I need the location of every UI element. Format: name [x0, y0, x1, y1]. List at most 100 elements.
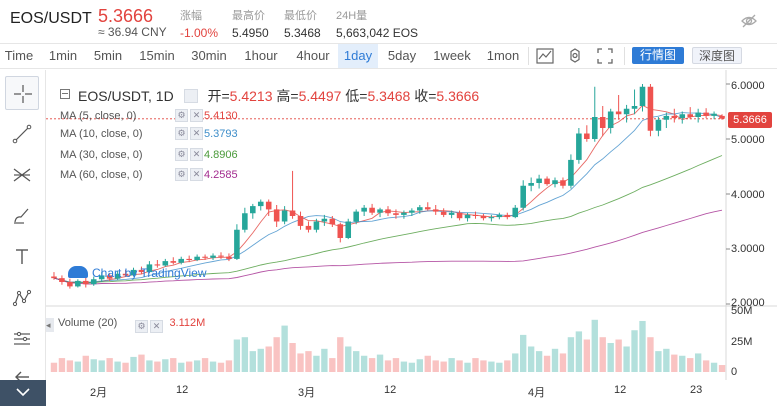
- tf-1day[interactable]: 1day: [338, 44, 378, 68]
- trend-line-tool[interactable]: [5, 117, 39, 151]
- pattern-icon: [12, 289, 32, 307]
- gear-icon[interactable]: ⚙: [175, 109, 188, 122]
- vol-axis-label: 25M: [731, 336, 753, 348]
- crosshair-tool[interactable]: [5, 76, 39, 110]
- volume-bar: [607, 343, 614, 372]
- tf-1hour[interactable]: 1hour: [244, 48, 278, 63]
- candle-body: [305, 225, 312, 230]
- crosshair-icon: [14, 85, 32, 103]
- ma60-legend: MA (60, close, 0) ⚙ ✕ 4.2585: [60, 168, 238, 181]
- collapse-legend-icon[interactable]: [60, 89, 70, 99]
- settings-gear-icon[interactable]: [565, 47, 585, 65]
- candle-body: [663, 115, 670, 120]
- candle-body: [122, 273, 129, 276]
- volume-bar: [384, 360, 392, 372]
- stat-value: 5.4950: [232, 26, 269, 40]
- tf-30min[interactable]: 30min: [191, 48, 227, 63]
- fib-tool[interactable]: [5, 158, 39, 192]
- ma-controls[interactable]: ⚙ ✕: [175, 168, 205, 181]
- tf-1mon[interactable]: 1mon: [486, 48, 520, 63]
- volume-bar: [694, 353, 702, 372]
- candle-body: [345, 221, 352, 238]
- tf-1min[interactable]: 1min: [48, 48, 78, 63]
- close-icon[interactable]: ✕: [190, 148, 203, 161]
- candle-body: [623, 108, 630, 115]
- toolbar-collapse-button[interactable]: [0, 380, 46, 406]
- pair-name: EOS/USDT: [10, 10, 92, 27]
- candle-body: [631, 106, 638, 109]
- fullscreen-icon[interactable]: [595, 47, 615, 65]
- volume-pane-toggle[interactable]: ◂: [46, 318, 54, 332]
- volume-bar: [209, 361, 217, 372]
- candle-body: [711, 113, 717, 116]
- tf-5day[interactable]: 5day: [387, 48, 417, 63]
- volume-bar: [178, 362, 185, 372]
- gear-icon[interactable]: ⚙: [135, 320, 148, 333]
- volume-bar: [615, 339, 622, 372]
- x-axis-label: 12: [384, 384, 397, 396]
- close-icon[interactable]: ✕: [190, 109, 203, 122]
- ma-controls[interactable]: ⚙ ✕: [175, 127, 205, 140]
- ma10-line: [53, 112, 723, 283]
- volume-bar: [416, 359, 423, 372]
- volume-bar: [98, 360, 105, 372]
- ticker-header: EOS/USDT 5.3666 ≈ 36.94 CNY 涨幅 -1.00% 最高…: [0, 0, 777, 42]
- ma-controls[interactable]: ⚙ ✕: [175, 109, 205, 122]
- volume-controls[interactable]: ⚙ ✕: [135, 316, 165, 334]
- tradingview-watermark[interactable]: Chart by TradingView: [68, 266, 207, 280]
- tf-1week[interactable]: 1week: [433, 48, 471, 63]
- chevron-down-icon: [16, 388, 30, 397]
- candle-body: [138, 269, 145, 273]
- stat-low: 最低价 5.3468: [284, 7, 321, 40]
- tf-5min[interactable]: 5min: [93, 48, 123, 63]
- close-icon[interactable]: ✕: [190, 127, 203, 140]
- tf-15min[interactable]: 15min: [139, 48, 175, 63]
- volume-bar: [559, 353, 567, 372]
- candle-body: [106, 275, 113, 279]
- price-chart[interactable]: [46, 70, 777, 406]
- x-axis-label: 3月: [298, 387, 316, 399]
- close-icon[interactable]: ✕: [190, 168, 203, 181]
- volume-bar: [496, 362, 503, 372]
- legend-settings-icon[interactable]: [183, 89, 198, 103]
- x-axis-label: 2月: [90, 387, 108, 399]
- candle-body: [560, 180, 566, 186]
- volume-bar: [647, 337, 654, 372]
- close-label: 收=: [414, 88, 437, 104]
- indicators-icon[interactable]: [535, 47, 555, 65]
- measure-tool[interactable]: [5, 322, 39, 356]
- candle-body: [440, 211, 447, 215]
- stat-label: 涨幅: [180, 10, 202, 22]
- close-icon[interactable]: ✕: [150, 320, 163, 333]
- gear-icon[interactable]: ⚙: [175, 127, 188, 140]
- gear-icon[interactable]: ⚙: [175, 148, 188, 161]
- volume-bar: [392, 358, 400, 372]
- depth-view-button[interactable]: 深度图: [692, 47, 742, 64]
- candle-body: [83, 280, 89, 285]
- tf-time[interactable]: Time: [4, 48, 34, 63]
- candle-body: [281, 210, 288, 222]
- y-axis-label: 4.0000: [731, 189, 765, 201]
- candle-body: [59, 278, 65, 282]
- ma30-line: [53, 155, 723, 284]
- volume-bar: [265, 346, 272, 372]
- pattern-tool[interactable]: [5, 281, 39, 315]
- ma5-legend: MA (5, close, 0) ⚙ ✕ 5.4130: [60, 109, 238, 122]
- eye-off-icon[interactable]: [740, 12, 758, 30]
- gear-icon[interactable]: ⚙: [175, 168, 188, 181]
- vol-axis-label: 50M: [731, 305, 753, 317]
- text-tool[interactable]: [5, 240, 39, 274]
- volume-bar: [535, 351, 543, 372]
- candle-body: [313, 221, 320, 230]
- candle-body: [257, 201, 264, 207]
- volume-bar: [82, 355, 89, 372]
- kline-view-button[interactable]: 行情图: [632, 47, 684, 64]
- tf-4hour[interactable]: 4hour: [296, 48, 330, 63]
- candle-body: [496, 214, 503, 218]
- candle-body: [584, 133, 590, 139]
- brush-tool[interactable]: [5, 199, 39, 233]
- volume-bar: [432, 360, 439, 372]
- y-axis-label: 2.0000: [731, 297, 765, 309]
- ma-controls[interactable]: ⚙ ✕: [175, 148, 205, 161]
- volume-bar: [488, 361, 495, 372]
